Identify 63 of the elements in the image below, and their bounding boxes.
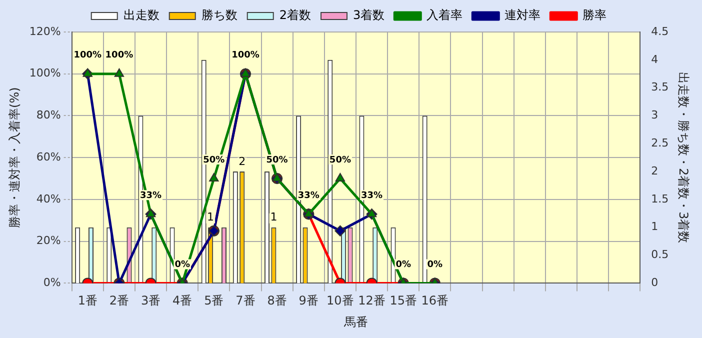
data-label: 0% [174,260,190,270]
point [82,68,92,77]
legend-label: 2着数 [279,8,312,22]
point [209,173,219,182]
y2-tick-label: 0.5 [651,248,669,262]
data-label: 50% [203,155,225,166]
y-tick-label: 0% [43,276,61,290]
x-tick-label: 12番 [358,294,386,308]
data-label: 100% [105,50,134,61]
x-tick-label: 8番 [267,294,287,308]
data-label: 33% [140,190,162,201]
x-tick-label: 7番 [236,294,256,308]
y2-tick-label: 0 [651,276,658,290]
x-tick-label: 1番 [78,294,98,308]
y2-tick-label: 4 [651,52,658,66]
y2-tick-label: 1.5 [651,192,669,206]
legend-label: 入着率 [426,8,463,22]
legend-label: 勝ち数 [201,8,238,22]
data-label: 50% [329,155,351,166]
legend-label: 3着数 [353,8,385,22]
y2-axis-title: 出走数・勝ち数・2着数・3着数 [676,72,691,244]
data-label: 50% [266,155,288,166]
y2-tick-label: 2.5 [651,136,669,150]
point [240,68,250,77]
data-label: 1 [207,210,214,224]
y-tick-label: 100% [29,66,61,80]
data-label: 33% [360,190,383,201]
x-axis-title: 馬番 [342,314,368,329]
point [272,173,282,182]
legend-label: 連対率 [504,8,541,22]
y-tick-label: 120% [29,24,61,38]
data-label: 100% [232,50,260,61]
x-tick-label: 9番 [298,294,318,308]
x-tick-label: 16番 [421,294,449,308]
x-tick-label: 10番 [326,294,354,308]
point [146,208,156,218]
y2-tick-label: 4.5 [651,24,669,38]
x-tick-label: 2番 [109,294,130,308]
y2-tick-label: 1 [651,220,658,234]
data-label: 0% [427,260,443,270]
legend-label: 勝率 [582,8,607,22]
y2-tick-label: 2 [651,164,658,178]
x-tick-label: 15番 [390,294,417,308]
y-tick-label: 40% [36,192,61,206]
point [366,208,377,218]
y-tick-label: 80% [36,108,61,122]
legend-label: 出走数 [123,8,160,22]
y-tick-label: 20% [36,234,61,248]
data-label: 2 [238,154,246,168]
y2-tick-label: 3 [651,108,658,122]
data-label: 100% [74,50,102,61]
x-tick-label: 3番 [140,294,161,308]
point [304,208,314,218]
x-tick-label: 4番 [172,294,192,308]
point [335,173,346,182]
data-label: 0% [396,260,411,270]
point [114,68,124,77]
y-tick-label: 60% [36,150,61,164]
data-label: 1 [270,210,278,224]
data-label: 33% [298,190,320,201]
y2-tick-label: 3.5 [651,80,669,94]
y-axis-title: 勝率・連対率・入着率(%) [7,87,22,228]
x-tick-label: 5番 [204,294,224,308]
